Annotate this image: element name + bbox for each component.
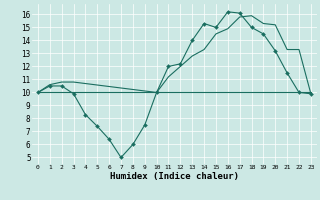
X-axis label: Humidex (Indice chaleur): Humidex (Indice chaleur) — [110, 172, 239, 181]
